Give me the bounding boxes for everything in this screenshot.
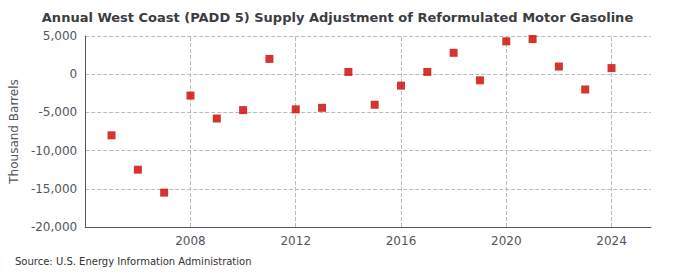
svg-text:Source: U.S. Energy Informatio: Source: U.S. Energy Information Administ… [15, 256, 252, 267]
svg-text:2024: 2024 [596, 234, 627, 248]
svg-text:-10,000: -10,000 [31, 144, 77, 158]
svg-text:Thousand Barrels: Thousand Barrels [7, 79, 21, 184]
svg-text:-20,000: -20,000 [31, 220, 77, 234]
svg-text:-5,000: -5,000 [39, 105, 78, 119]
svg-text:2020: 2020 [491, 234, 522, 248]
svg-text:2012: 2012 [280, 234, 311, 248]
svg-text:-15,000: -15,000 [31, 182, 77, 196]
svg-text:Annual West Coast (PADD 5) Sup: Annual West Coast (PADD 5) Supply Adjust… [42, 10, 634, 25]
svg-text:5,000: 5,000 [43, 29, 77, 43]
svg-text:2008: 2008 [175, 234, 206, 248]
svg-text:2016: 2016 [386, 234, 417, 248]
svg-text:0: 0 [70, 67, 78, 81]
